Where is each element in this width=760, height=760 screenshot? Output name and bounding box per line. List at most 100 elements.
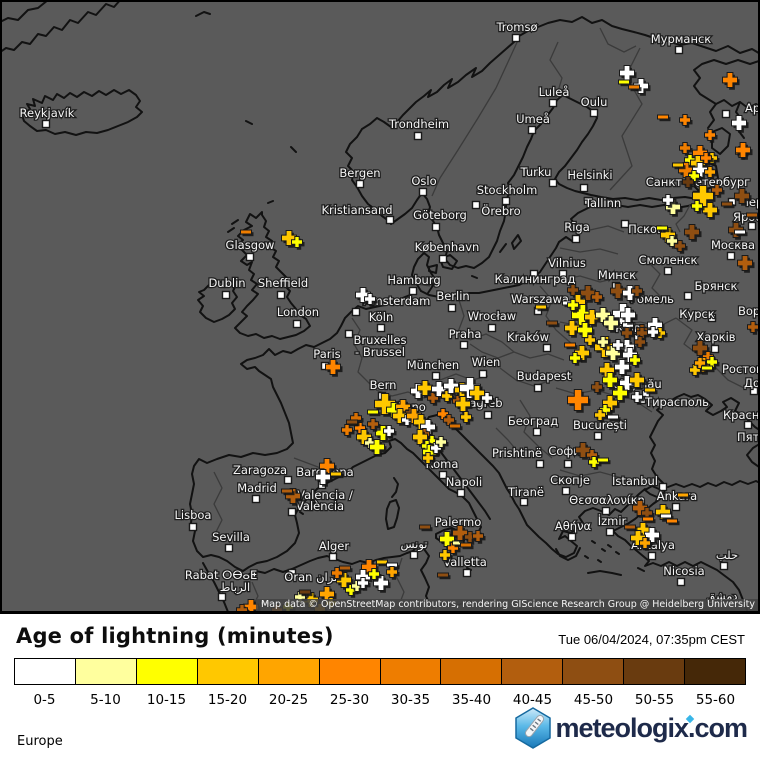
lightning-marker — [612, 339, 624, 351]
lightning-marker — [591, 291, 603, 303]
city-label: Berlin — [436, 289, 469, 303]
city-marker — [749, 386, 758, 396]
city-label: Nicosia — [663, 564, 704, 578]
city-marker — [221, 290, 231, 300]
city-marker — [647, 551, 657, 561]
lightning-marker — [367, 409, 379, 415]
lightning-marker — [376, 559, 388, 565]
lightning-marker — [591, 381, 603, 393]
lightning-marker — [619, 65, 635, 81]
city-marker — [408, 286, 418, 296]
lightning-marker — [700, 152, 712, 164]
city-marker — [188, 522, 198, 532]
legend-bin-color — [135, 658, 198, 685]
lightning-marker — [437, 572, 449, 578]
city-label: Sevilla — [212, 530, 250, 544]
city-marker — [459, 340, 469, 350]
city-marker — [542, 343, 552, 353]
lightning-marker — [535, 304, 547, 310]
city-label: København — [415, 240, 480, 254]
lightning-marker — [386, 566, 398, 578]
city-marker — [558, 269, 568, 279]
brand-name: meteologix.com — [555, 712, 748, 743]
color-scale-labels: 0-5 5-10 10-15 15-20 20-25 25-30 30-35 35-40 40-… — [14, 692, 746, 708]
lightning-marker — [618, 79, 630, 85]
coastlines — [2, 2, 758, 611]
lightning-marker — [386, 562, 398, 568]
brand-logo[interactable]: meteologix.com — [514, 707, 748, 749]
city-label: تونس — [400, 537, 427, 552]
lightning-marker — [602, 395, 618, 411]
city-label: Bern — [370, 378, 397, 392]
city-label: Краснодар — [723, 408, 760, 422]
city-label: Минск — [598, 268, 636, 282]
city-marker — [438, 254, 448, 264]
legend-bin-color — [623, 658, 686, 685]
lightning-marker — [597, 457, 609, 463]
city-label: Курск — [679, 307, 715, 321]
lightning-marker — [319, 458, 335, 474]
lightning-marker — [657, 114, 669, 120]
lightning-marker — [701, 365, 713, 371]
lightning-marker — [383, 425, 395, 437]
city-marker — [683, 291, 693, 301]
lightning-marker — [584, 334, 596, 346]
city-marker — [605, 527, 615, 537]
lightning-marker — [355, 287, 371, 303]
city-marker — [533, 383, 543, 393]
lightning-marker — [594, 409, 606, 421]
lightning-marker — [597, 336, 609, 348]
city-marker — [438, 470, 448, 480]
city-marker — [351, 307, 361, 317]
lightning-marker — [419, 524, 431, 530]
legend-bin-label: 25-30 — [329, 692, 370, 708]
legend-bin-label: 45-50 — [573, 692, 614, 708]
city-label: Калининград — [495, 272, 576, 286]
city-label: Wien — [472, 355, 501, 369]
lightning-marker — [674, 240, 686, 252]
city-marker — [511, 33, 521, 43]
city-label: Брянск — [695, 279, 738, 293]
city-marker — [726, 251, 736, 261]
lightning-marker — [620, 307, 636, 323]
city-label: Praha — [449, 327, 482, 341]
lightning-marker — [647, 326, 659, 338]
lightning-marker — [656, 225, 668, 231]
map-attribution: Map data © OpenStreetMap contributors, r… — [256, 599, 758, 611]
legend-bin-label: 0-5 — [33, 692, 56, 708]
lightning-marker — [602, 372, 618, 388]
lightning-marker — [369, 439, 385, 455]
city-marker — [532, 427, 542, 437]
city-marker — [671, 502, 681, 512]
city-label: Wrocław — [468, 309, 516, 323]
legend-bin-color — [684, 658, 747, 685]
lightning-marker — [368, 568, 380, 580]
city-label: Oulu — [581, 95, 608, 109]
legend-bin-color — [440, 658, 503, 685]
lightning-marker — [679, 114, 691, 126]
city-label: Архангельск — [745, 101, 760, 115]
lightning-marker — [624, 524, 636, 530]
city-label: München — [407, 358, 459, 372]
city-label: Umeå — [516, 112, 550, 126]
lightning-marker — [610, 283, 626, 299]
city-label: حلب — [716, 548, 738, 562]
city-marker — [456, 488, 466, 498]
lightning-marker — [588, 456, 600, 468]
city-label: Ростов-на- — [722, 362, 760, 376]
city-label: Kraków — [507, 330, 549, 344]
city-label: Amsterdam — [364, 294, 431, 308]
lightning-marker — [315, 469, 331, 485]
city-marker — [355, 179, 365, 189]
lightning-marker — [449, 423, 461, 429]
legend-bin-color — [379, 658, 442, 685]
city-marker — [548, 178, 558, 188]
lightning-marker — [469, 385, 485, 401]
legend-bin-color — [196, 658, 259, 685]
city-label: - Brussel — [355, 345, 405, 359]
lightning-marker — [607, 414, 619, 420]
lightning-marker — [644, 387, 656, 393]
legend-bin-label: 20-25 — [268, 692, 309, 708]
legend-bin-color — [318, 658, 381, 685]
city-label: Budapest — [517, 369, 572, 383]
